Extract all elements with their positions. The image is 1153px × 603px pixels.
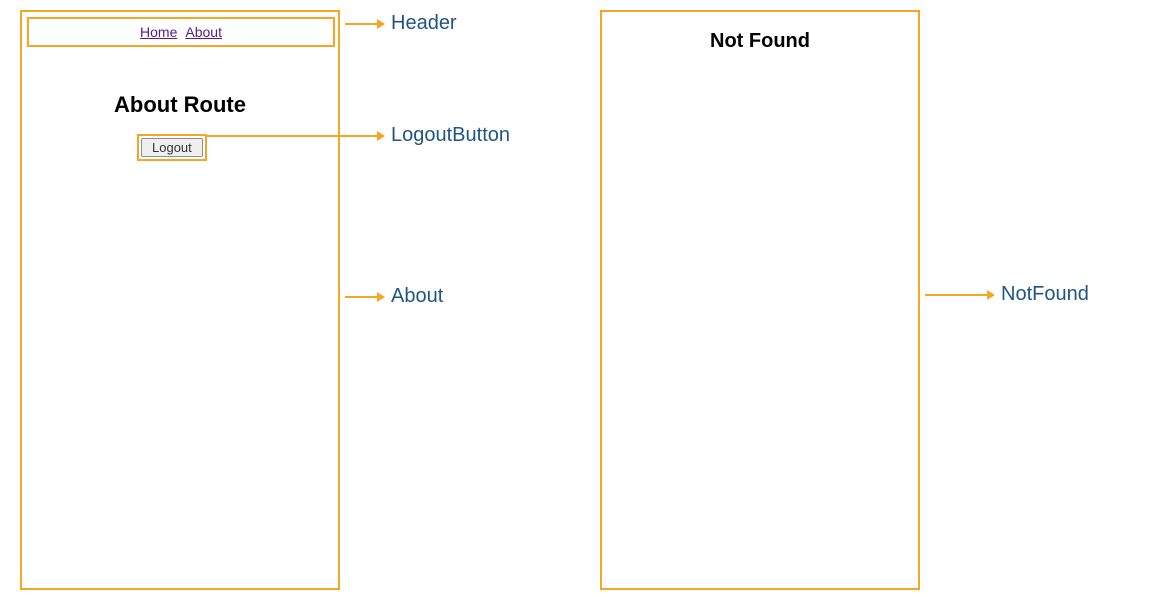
about-panel: Home About About Route Logout xyxy=(20,10,340,590)
annotation-about: About xyxy=(345,285,443,308)
annotation-header: Header xyxy=(345,12,457,35)
annotation-label: Header xyxy=(391,12,457,35)
nav-link-about[interactable]: About xyxy=(185,24,222,40)
annotation-label: About xyxy=(391,285,443,308)
annotation-label: NotFound xyxy=(1001,283,1089,306)
logout-box: Logout xyxy=(137,134,207,161)
annotation-label: LogoutButton xyxy=(391,124,510,147)
logout-button[interactable]: Logout xyxy=(141,138,203,157)
about-page-title: About Route xyxy=(22,92,338,118)
arrow-icon xyxy=(345,289,385,305)
header-box: Home About xyxy=(27,17,335,47)
notfound-page-title: Not Found xyxy=(602,30,918,53)
arrow-icon xyxy=(205,128,385,144)
annotation-notfound: NotFound xyxy=(925,283,1089,306)
arrow-icon xyxy=(925,287,995,303)
nav-link-home[interactable]: Home xyxy=(140,24,177,40)
annotation-logout: LogoutButton xyxy=(205,124,510,147)
notfound-panel: Not Found xyxy=(600,10,920,590)
arrow-icon xyxy=(345,16,385,32)
